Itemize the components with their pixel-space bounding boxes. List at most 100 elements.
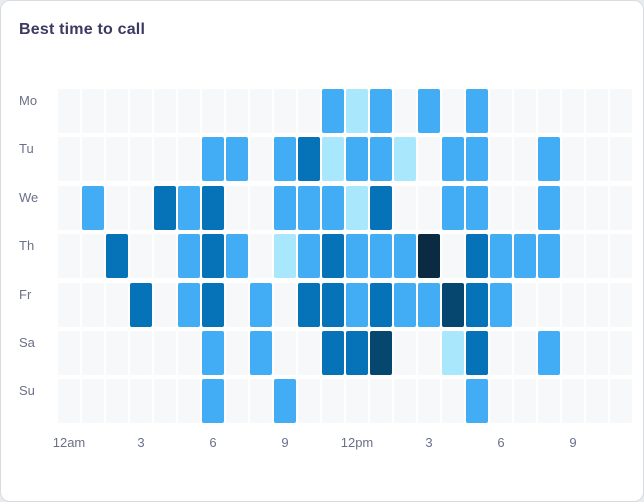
- heatmap-cell[interactable]: [226, 185, 248, 230]
- heatmap-cell[interactable]: [274, 89, 296, 133]
- heatmap-cell[interactable]: [514, 234, 536, 279]
- heatmap-cell[interactable]: [562, 89, 584, 133]
- heatmap-cell[interactable]: [418, 185, 440, 230]
- heatmap-cell[interactable]: [58, 379, 80, 424]
- heatmap-cell[interactable]: [490, 282, 512, 327]
- heatmap-cell[interactable]: [226, 89, 248, 133]
- heatmap-cell[interactable]: [610, 185, 632, 230]
- heatmap-cell[interactable]: [154, 234, 176, 279]
- heatmap-cell[interactable]: [538, 185, 560, 230]
- heatmap-cell[interactable]: [298, 379, 320, 424]
- heatmap-cell[interactable]: [226, 379, 248, 424]
- heatmap-cell[interactable]: [562, 282, 584, 327]
- heatmap-cell[interactable]: [514, 330, 536, 375]
- heatmap-cell[interactable]: [298, 330, 320, 375]
- heatmap-cell[interactable]: [538, 330, 560, 375]
- heatmap-cell[interactable]: [418, 379, 440, 424]
- heatmap-cell[interactable]: [346, 282, 368, 327]
- heatmap-cell[interactable]: [298, 234, 320, 279]
- heatmap-cell[interactable]: [82, 330, 104, 375]
- heatmap-cell[interactable]: [298, 185, 320, 230]
- heatmap-cell[interactable]: [490, 379, 512, 424]
- heatmap-cell[interactable]: [490, 330, 512, 375]
- heatmap-cell[interactable]: [466, 89, 488, 133]
- heatmap-cell[interactable]: [178, 330, 200, 375]
- heatmap-cell[interactable]: [586, 379, 608, 424]
- heatmap-cell[interactable]: [610, 137, 632, 182]
- heatmap-cell[interactable]: [514, 282, 536, 327]
- heatmap-cell[interactable]: [202, 137, 224, 182]
- heatmap-cell[interactable]: [394, 379, 416, 424]
- heatmap-cell[interactable]: [562, 330, 584, 375]
- heatmap-cell[interactable]: [346, 185, 368, 230]
- heatmap-cell[interactable]: [394, 89, 416, 133]
- heatmap-cell[interactable]: [370, 282, 392, 327]
- heatmap-cell[interactable]: [466, 137, 488, 182]
- heatmap-cell[interactable]: [610, 89, 632, 133]
- heatmap-cell[interactable]: [562, 379, 584, 424]
- heatmap-cell[interactable]: [322, 330, 344, 375]
- heatmap-cell[interactable]: [610, 330, 632, 375]
- heatmap-cell[interactable]: [58, 234, 80, 279]
- heatmap-cell[interactable]: [610, 282, 632, 327]
- heatmap-cell[interactable]: [58, 282, 80, 327]
- heatmap-cell[interactable]: [538, 282, 560, 327]
- heatmap-cell[interactable]: [418, 282, 440, 327]
- heatmap-cell[interactable]: [610, 379, 632, 424]
- heatmap-cell[interactable]: [154, 89, 176, 133]
- heatmap-cell[interactable]: [82, 137, 104, 182]
- heatmap-cell[interactable]: [394, 137, 416, 182]
- heatmap-cell[interactable]: [442, 282, 464, 327]
- heatmap-cell[interactable]: [586, 330, 608, 375]
- heatmap-cell[interactable]: [106, 330, 128, 375]
- heatmap-cell[interactable]: [442, 89, 464, 133]
- heatmap-cell[interactable]: [130, 137, 152, 182]
- heatmap-cell[interactable]: [538, 137, 560, 182]
- heatmap-cell[interactable]: [202, 234, 224, 279]
- heatmap-cell[interactable]: [202, 185, 224, 230]
- heatmap-cell[interactable]: [58, 330, 80, 375]
- heatmap-cell[interactable]: [274, 282, 296, 327]
- heatmap-cell[interactable]: [538, 89, 560, 133]
- heatmap-cell[interactable]: [322, 234, 344, 279]
- heatmap-cell[interactable]: [538, 379, 560, 424]
- heatmap-cell[interactable]: [418, 137, 440, 182]
- heatmap-cell[interactable]: [274, 185, 296, 230]
- heatmap-cell[interactable]: [346, 137, 368, 182]
- heatmap-cell[interactable]: [538, 234, 560, 279]
- heatmap-cell[interactable]: [274, 234, 296, 279]
- heatmap-cell[interactable]: [490, 89, 512, 133]
- heatmap-cell[interactable]: [154, 137, 176, 182]
- heatmap-cell[interactable]: [394, 185, 416, 230]
- heatmap-cell[interactable]: [490, 137, 512, 182]
- heatmap-cell[interactable]: [82, 234, 104, 279]
- heatmap-cell[interactable]: [130, 234, 152, 279]
- heatmap-cell[interactable]: [298, 282, 320, 327]
- heatmap-cell[interactable]: [58, 185, 80, 230]
- heatmap-cell[interactable]: [178, 282, 200, 327]
- heatmap-cell[interactable]: [226, 330, 248, 375]
- heatmap-cell[interactable]: [178, 137, 200, 182]
- heatmap-cell[interactable]: [274, 379, 296, 424]
- heatmap-cell[interactable]: [106, 185, 128, 230]
- heatmap-cell[interactable]: [442, 379, 464, 424]
- heatmap-cell[interactable]: [82, 89, 104, 133]
- heatmap-cell[interactable]: [418, 234, 440, 279]
- heatmap-cell[interactable]: [202, 330, 224, 375]
- heatmap-cell[interactable]: [178, 185, 200, 230]
- heatmap-cell[interactable]: [394, 330, 416, 375]
- heatmap-cell[interactable]: [466, 379, 488, 424]
- heatmap-cell[interactable]: [370, 185, 392, 230]
- heatmap-cell[interactable]: [466, 234, 488, 279]
- heatmap-cell[interactable]: [322, 185, 344, 230]
- heatmap-cell[interactable]: [82, 379, 104, 424]
- heatmap-cell[interactable]: [490, 185, 512, 230]
- heatmap-cell[interactable]: [322, 379, 344, 424]
- heatmap-cell[interactable]: [202, 89, 224, 133]
- heatmap-cell[interactable]: [178, 234, 200, 279]
- heatmap-cell[interactable]: [82, 185, 104, 230]
- heatmap-cell[interactable]: [322, 137, 344, 182]
- heatmap-cell[interactable]: [106, 234, 128, 279]
- heatmap-cell[interactable]: [274, 330, 296, 375]
- heatmap-cell[interactable]: [226, 137, 248, 182]
